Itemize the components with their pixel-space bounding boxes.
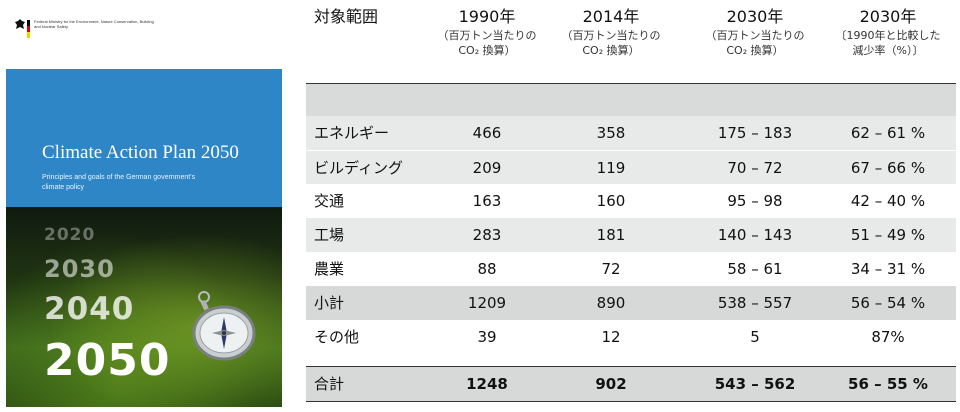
value-2030: 543 – 562 xyxy=(714,375,796,393)
value-reduction: 42 – 40 % xyxy=(850,192,926,210)
value-2030: 95 – 98 xyxy=(727,192,783,210)
value-2014: 119 xyxy=(596,159,626,177)
value-2014: 902 xyxy=(595,375,627,393)
value-2030: 5 xyxy=(750,328,760,346)
federal-eagle-icon xyxy=(15,19,25,29)
table-header: 対象範囲 1990年 （百万トン当たりの CO₂ 換算） 2014年 （百万トン… xyxy=(306,0,956,84)
value-2030: 58 – 61 xyxy=(727,260,783,278)
value-2030: 175 – 183 xyxy=(717,124,793,142)
header-2014-unit-line2: CO₂ 換算） xyxy=(582,44,640,57)
header-2014: 2014年 （百万トン当たりの CO₂ 換算） xyxy=(556,6,666,58)
value-2014: 160 xyxy=(596,192,626,210)
table-row: 交通 163 160 95 – 98 42 – 40 % xyxy=(306,184,956,218)
table-row: 農業 88 72 58 – 61 34 – 31 % xyxy=(306,252,956,286)
value-1990: 283 xyxy=(472,226,502,244)
value-1990: 1248 xyxy=(466,375,508,393)
value-1990: 88 xyxy=(477,260,497,278)
cover-header: Federal Ministry for the Environment, Na… xyxy=(6,7,282,69)
value-reduction: 34 – 31 % xyxy=(850,260,926,278)
value-2014: 12 xyxy=(601,328,621,346)
header-1990-title: 1990年 xyxy=(458,7,516,26)
value-2030: 140 – 143 xyxy=(717,226,793,244)
header-reduction-line1: 〔1990年と比較した xyxy=(835,29,941,42)
value-1990: 209 xyxy=(472,159,502,177)
header-2030-title: 2030年 xyxy=(726,7,784,26)
header-scope: 対象範囲 xyxy=(314,7,379,26)
value-1990: 1209 xyxy=(467,294,507,312)
cover-subtitle: Principles and goals of the German gover… xyxy=(42,174,196,191)
header-1990-unit-line2: CO₂ 換算） xyxy=(458,44,516,57)
row-label: 交通 xyxy=(314,192,345,210)
value-1990: 39 xyxy=(477,328,497,346)
table-row: その他 39 12 5 87% xyxy=(306,320,956,354)
emissions-table: 対象範囲 1990年 （百万トン当たりの CO₂ 換算） 2014年 （百万トン… xyxy=(306,0,956,412)
header-2030-reduction: 2030年 〔1990年と比較した 減少率（%）〕 xyxy=(820,6,956,58)
value-2014: 358 xyxy=(596,124,626,142)
header-reduction-line2: 減少率（%）〕 xyxy=(852,44,924,57)
value-reduction: 67 – 66 % xyxy=(850,159,926,177)
header-spacer-band xyxy=(306,84,956,116)
value-reduction: 56 – 54 % xyxy=(850,294,926,312)
header-2014-title: 2014年 xyxy=(582,7,640,26)
header-2030-unit-line1: （百万トン当たりの xyxy=(705,29,805,42)
value-2014: 890 xyxy=(596,294,626,312)
cover-title: Climate Action Plan 2050 xyxy=(42,142,239,163)
header-1990: 1990年 （百万トン当たりの CO₂ 換算） xyxy=(432,6,542,58)
moss-photo xyxy=(6,207,282,407)
header-1990-unit-line1: （百万トン当たりの xyxy=(437,29,537,42)
german-flag-icon xyxy=(27,20,30,38)
table-row: 工場 283 181 140 – 143 51 – 49 % xyxy=(306,218,956,252)
cover-year-2030: 2030 xyxy=(44,255,115,283)
value-reduction: 56 – 55 % xyxy=(848,375,928,393)
ministry-name: Federal Ministry for the Environment, Na… xyxy=(34,19,154,29)
row-label: エネルギー xyxy=(314,124,390,142)
value-reduction: 51 – 49 % xyxy=(850,226,926,244)
row-label: 農業 xyxy=(314,260,345,278)
report-cover: Federal Ministry for the Environment, Na… xyxy=(6,7,282,407)
value-2030: 538 – 557 xyxy=(717,294,793,312)
header-2030: 2030年 （百万トン当たりの CO₂ 換算） xyxy=(680,6,830,58)
value-2030: 70 – 72 xyxy=(727,159,783,177)
header-reduction-title: 2030年 xyxy=(859,7,917,26)
value-reduction: 87% xyxy=(871,328,905,346)
cover-year-2040: 2040 xyxy=(44,291,135,327)
row-label: その他 xyxy=(314,328,360,346)
table-row: エネルギー 466 358 175 – 183 62 – 61 % xyxy=(306,116,956,150)
table-row-total: 合計 1248 902 543 – 562 56 – 55 % xyxy=(306,366,956,402)
table-row: ビルディング 209 119 70 – 72 67 – 66 % xyxy=(306,150,956,185)
row-label: 工場 xyxy=(314,226,345,244)
value-2014: 181 xyxy=(596,226,626,244)
cover-year-2050: 2050 xyxy=(44,335,171,386)
row-label: ビルディング xyxy=(314,159,403,177)
cover-year-2020: 2020 xyxy=(44,225,96,245)
value-1990: 163 xyxy=(472,192,502,210)
compass-icon xyxy=(192,291,256,361)
header-2014-unit-line1: （百万トン当たりの xyxy=(561,29,661,42)
table-row-subtotal: 小計 1209 890 538 – 557 56 – 54 % xyxy=(306,286,956,320)
row-label: 小計 xyxy=(314,294,345,312)
value-reduction: 62 – 61 % xyxy=(850,124,926,142)
row-label: 合計 xyxy=(314,375,345,393)
header-2030-unit-line2: CO₂ 換算） xyxy=(726,44,784,57)
value-2014: 72 xyxy=(601,260,621,278)
value-1990: 466 xyxy=(472,124,502,142)
